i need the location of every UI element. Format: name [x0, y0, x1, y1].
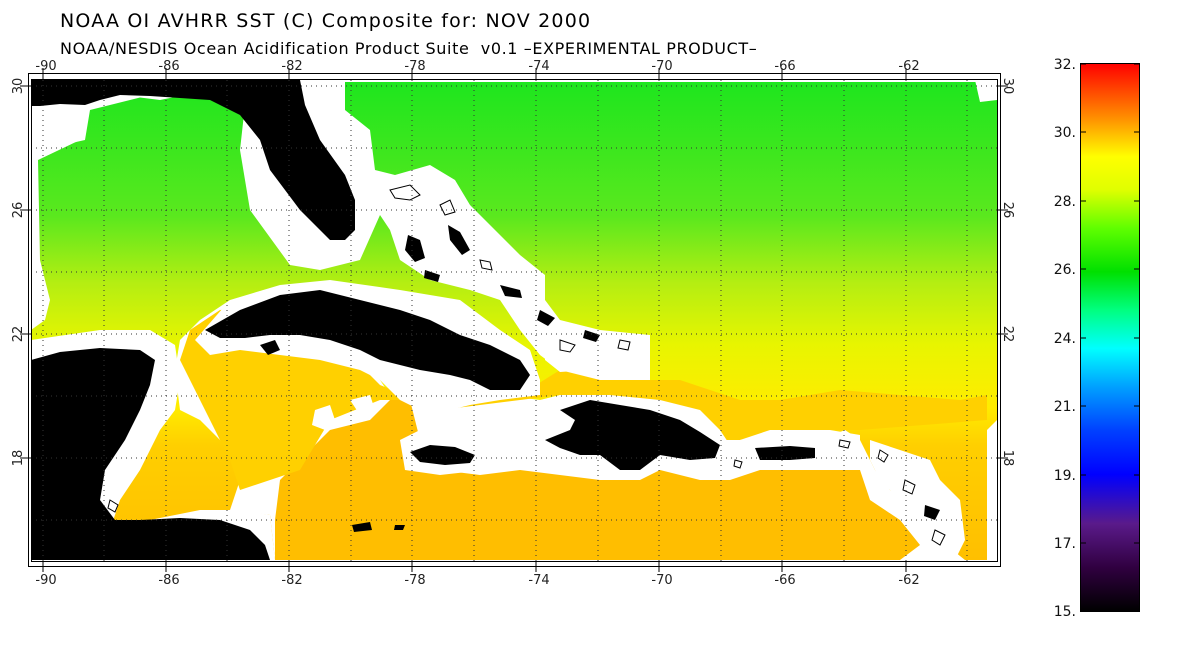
- lon-tick-top: -70: [651, 59, 672, 74]
- lat-tick-left: 22: [11, 326, 26, 343]
- colorbar-label: 19.: [1054, 468, 1076, 484]
- lat-labels-left: 30 26 22 18: [11, 78, 26, 467]
- jamaica-landmass: [410, 445, 475, 465]
- lat-labels-right: 30 26 22 18: [1000, 78, 1015, 467]
- colorbar-label: 28.: [1054, 194, 1076, 210]
- lon-tick-top: -66: [774, 59, 795, 74]
- lon-tick-bottom: -74: [528, 573, 549, 588]
- colorbar-label: 32.: [1054, 57, 1076, 73]
- colorbar-gradient: [1080, 63, 1140, 612]
- graticule: [31, 80, 997, 562]
- lon-tick-top: -74: [528, 59, 549, 74]
- lon-tick-bottom: -66: [774, 573, 795, 588]
- lon-tick-bottom: -70: [651, 573, 672, 588]
- land-masses: [31, 80, 940, 560]
- colorbar-ticks: [1080, 63, 1140, 612]
- lon-tick-top: -90: [35, 59, 56, 74]
- colorbar-label: 17.: [1054, 536, 1076, 552]
- colorbar-label: 26.: [1054, 262, 1076, 278]
- lon-tick-top: -78: [404, 59, 425, 74]
- colorbar: 32. 30. 28. 26. 24. 21. 19. 17. 15.: [1054, 57, 1140, 620]
- lat-tick-right: 26: [1000, 202, 1015, 219]
- lat-tick-left: 30: [11, 78, 26, 95]
- frame-ticks: [20, 68, 1008, 572]
- island-outlines: [107, 184, 946, 546]
- map-title: NOAA OI AVHRR SST (C) Composite for: NOV…: [60, 10, 592, 32]
- lon-tick-bottom: -62: [898, 573, 919, 588]
- colorbar-label: 24.: [1054, 331, 1076, 347]
- lat-tick-left: 18: [11, 450, 26, 467]
- lon-tick-bottom: -86: [158, 573, 179, 588]
- map-frame-inner: [31, 79, 998, 562]
- lon-tick-bottom: -78: [404, 573, 425, 588]
- lon-tick-bottom: -82: [281, 573, 302, 588]
- map-subtitle: NOAA/NESDIS Ocean Acidification Product …: [60, 39, 758, 58]
- lon-labels-top: -90 -86 -82 -78 -74 -70 -66 -62: [35, 59, 919, 74]
- map-plot-area: [31, 80, 997, 562]
- map-frame-outer: [28, 73, 1001, 567]
- colorbar-label: 15.: [1054, 604, 1076, 620]
- lat-tick-right: 22: [1000, 326, 1015, 343]
- lon-tick-top: -62: [898, 59, 919, 74]
- puerto-rico-landmass: [755, 446, 815, 460]
- lon-tick-top: -82: [281, 59, 302, 74]
- lon-labels-bottom: -90 -86 -82 -78 -74 -70 -66 -62: [35, 573, 919, 588]
- lon-tick-bottom: -90: [35, 573, 56, 588]
- colorbar-label: 21.: [1054, 399, 1076, 415]
- lat-tick-right: 30: [1000, 78, 1015, 95]
- lon-tick-top: -86: [158, 59, 179, 74]
- lat-tick-right: 18: [1000, 450, 1015, 467]
- colorbar-label: 30.: [1054, 125, 1076, 141]
- lat-tick-left: 26: [11, 202, 26, 219]
- hispaniola-landmass: [545, 400, 720, 470]
- cuba-landmass: [205, 290, 530, 390]
- florida-landmass: [31, 80, 355, 240]
- central-america-landmass: [31, 348, 270, 560]
